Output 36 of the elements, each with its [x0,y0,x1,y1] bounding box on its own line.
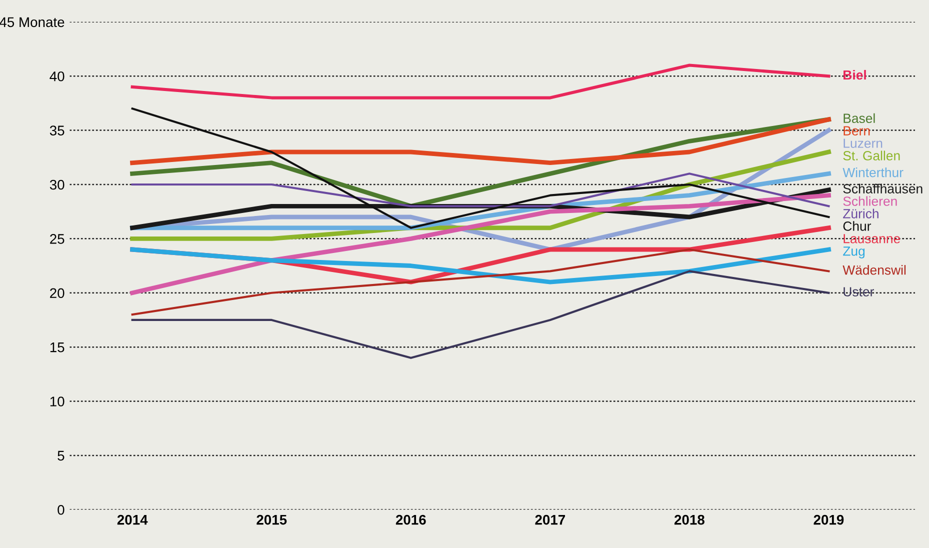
y-tick-label: 20 [50,288,64,298]
y-tick-label: 0 [58,504,64,515]
series-label: Zug [843,246,865,258]
series-label: Schaffhausen [843,184,922,194]
y-tick-label: 15 [50,342,64,352]
y-tick-label: 10 [50,396,64,406]
series-label: Luzern [844,138,882,148]
series-label: Schlieren [843,196,897,206]
series-label: Bern [844,126,870,136]
x-tick-label: 2017 [535,514,566,525]
x-tick-label: 2016 [396,514,426,525]
series-label: Zürich [843,208,878,218]
line-series [131,270,830,359]
line-series [131,108,830,229]
series-label: Uster [844,287,874,296]
x-tick-label: 2015 [256,514,287,525]
y-tick-label: 45 Monate [0,17,64,28]
y-tick-label: 35 [50,126,64,136]
series-label: Basel [844,113,875,124]
series-label: Biel [844,70,866,80]
y-tick-label: 25 [50,234,64,244]
line-series [130,193,831,296]
x-tick-label: 2018 [674,514,704,525]
line-series [130,247,831,284]
x-tick-label: 2019 [814,514,844,525]
series-label: Lausanne [844,234,900,244]
series-label: St. Gallen [843,150,900,160]
x-tick-label: 2014 [117,514,148,525]
line-series [131,248,830,316]
y-tick-label: 5 [58,450,64,461]
line-series [130,64,830,100]
series-label: Chur [843,221,872,231]
series-label: Wädenswil [842,265,906,275]
series-label: Winterthur [842,168,904,178]
y-tick-label: 30 [50,180,64,190]
y-tick-label: 40 [50,71,64,82]
